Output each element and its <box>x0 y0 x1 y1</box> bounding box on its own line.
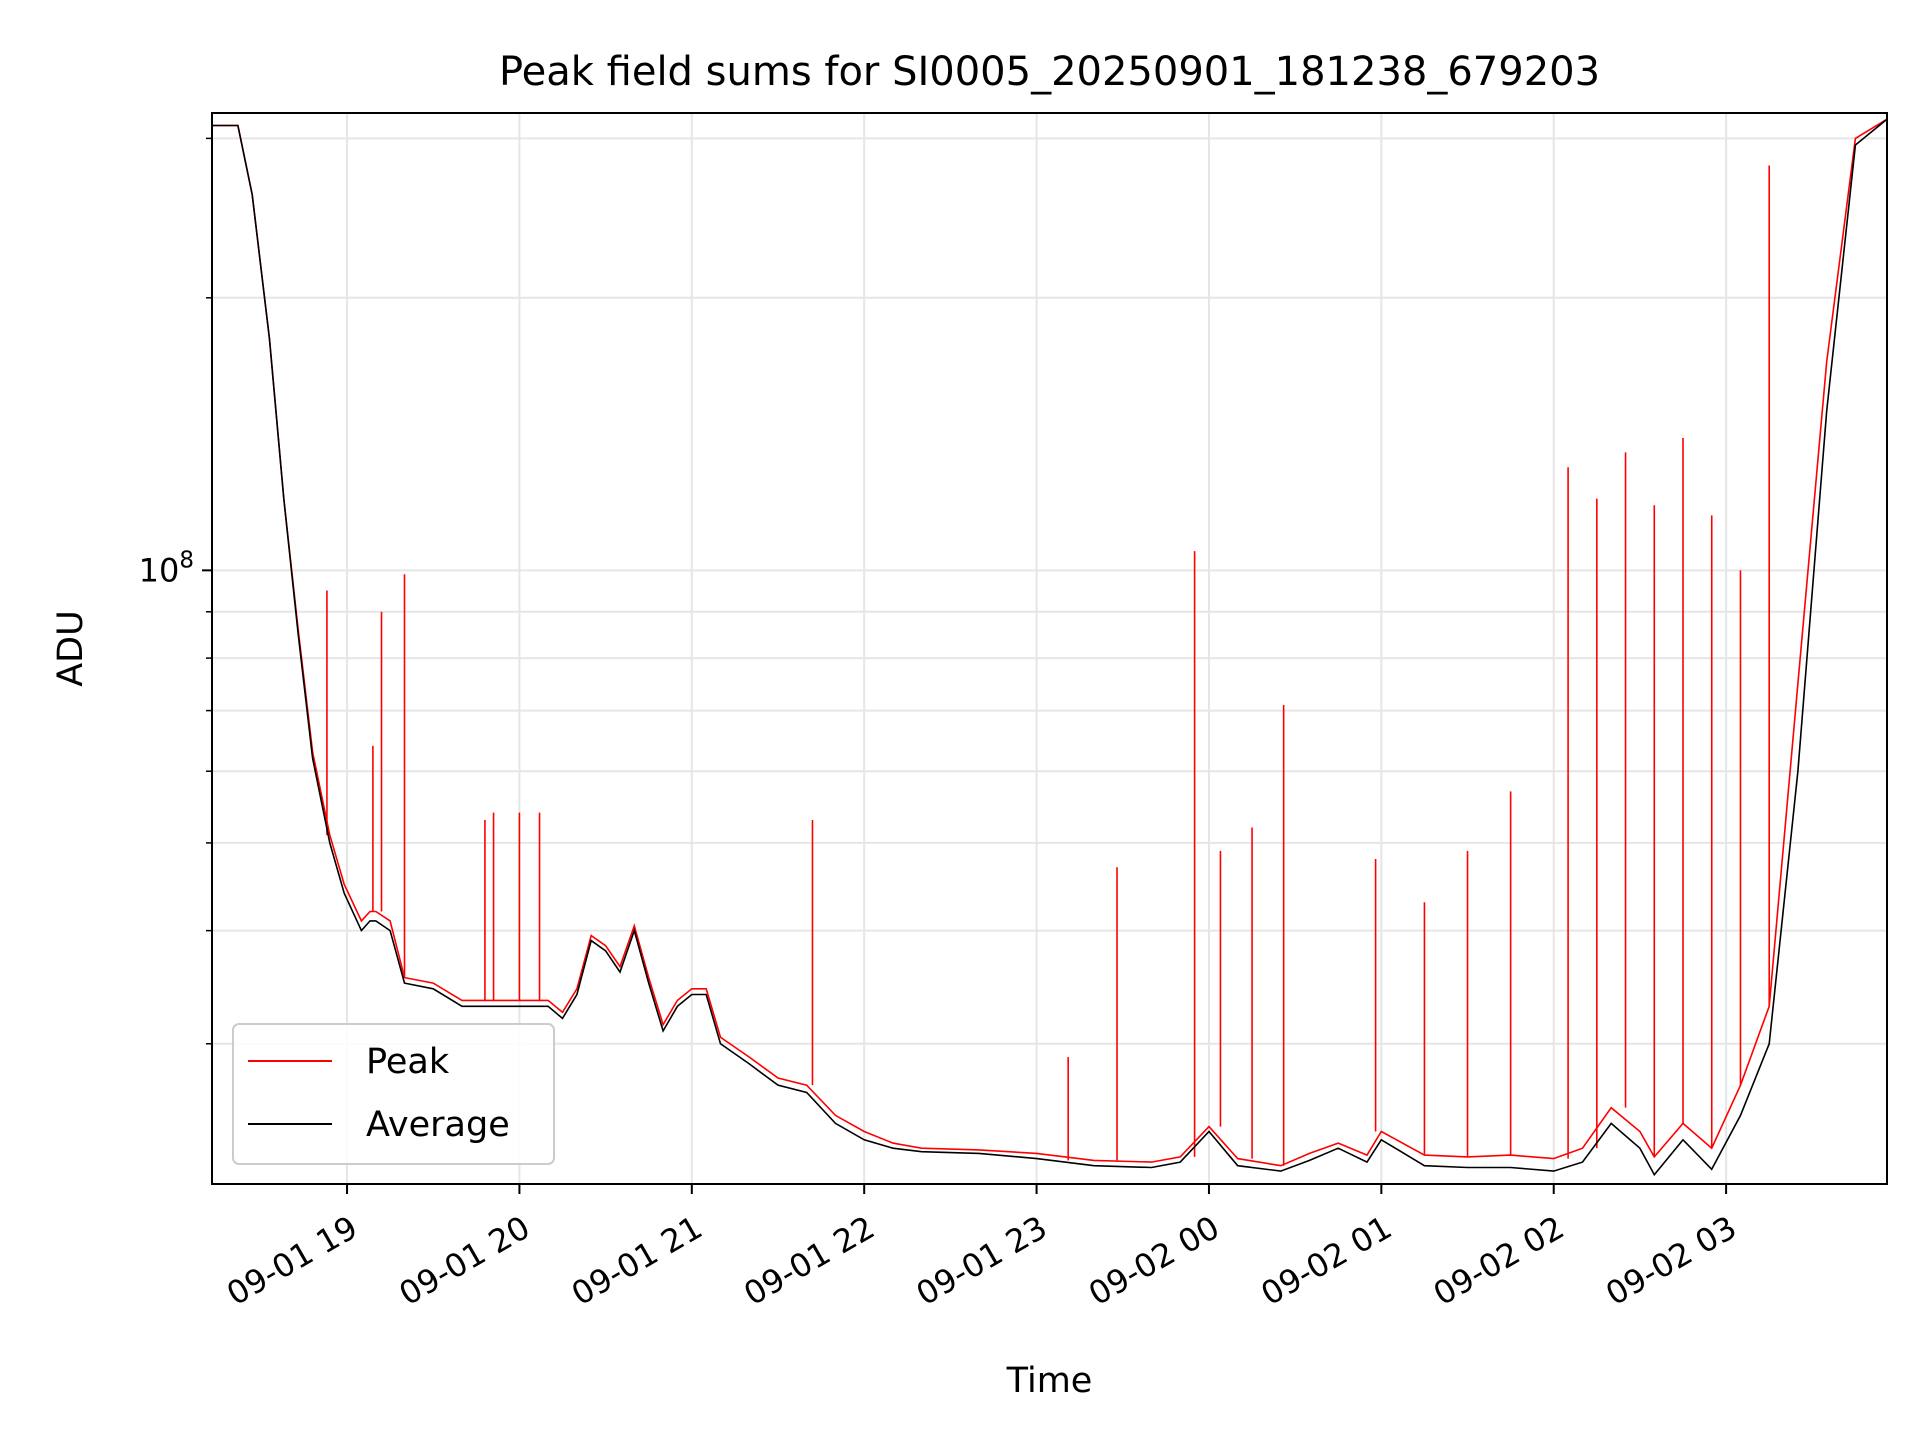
x-tick-label: 09-01 20 <box>393 1208 537 1313</box>
legend-peak-label: Peak <box>366 1042 450 1082</box>
x-tick-label: 09-02 02 <box>1427 1208 1571 1313</box>
y-axis-label: ADU <box>51 610 91 687</box>
legend: Peak Average <box>232 1023 555 1165</box>
legend-box <box>232 1023 555 1165</box>
y-tick-label: 108 <box>139 547 194 589</box>
x-tick-label: 09-01 19 <box>220 1208 364 1313</box>
x-tick-label: 09-02 00 <box>1082 1208 1226 1313</box>
legend-average-label: Average <box>366 1105 510 1145</box>
plot-area <box>212 118 1887 1177</box>
series-peak-line <box>212 118 1887 1167</box>
x-tick-label: 09-01 23 <box>910 1208 1054 1313</box>
plot-frame <box>211 112 1888 1185</box>
chart-title: Peak field sums for SI0005_20250901_1812… <box>499 49 1600 95</box>
x-tick-label: 09-02 01 <box>1255 1208 1399 1313</box>
x-tick-label: 09-01 22 <box>737 1208 881 1313</box>
x-axis-label: Time <box>1006 1361 1093 1401</box>
x-tick-label: 09-01 21 <box>565 1208 709 1313</box>
series-average-line <box>212 118 1887 1177</box>
x-tick-label: 09-02 03 <box>1599 1208 1743 1313</box>
grid <box>212 113 1887 1184</box>
